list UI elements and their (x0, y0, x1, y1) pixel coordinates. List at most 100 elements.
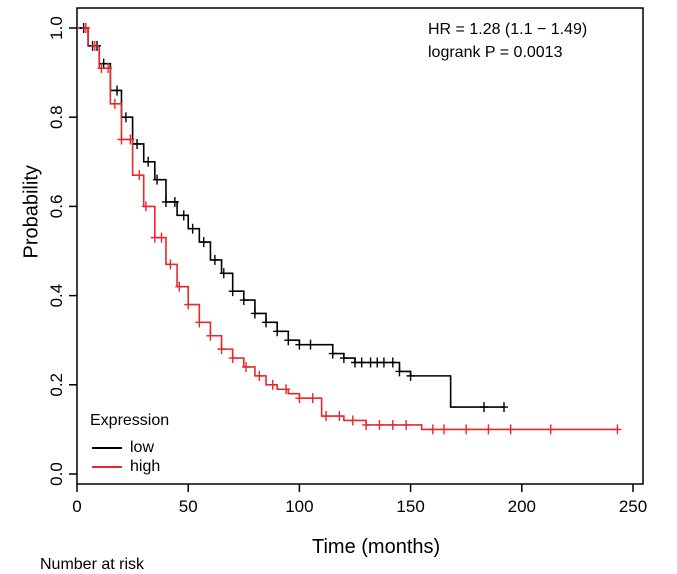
censor-mark-low (219, 268, 228, 279)
x-tick-label: 200 (508, 497, 536, 516)
censor-mark-low (306, 339, 315, 350)
censor-mark-high (175, 281, 184, 292)
censor-mark-high (184, 299, 193, 310)
censor-mark-low (121, 112, 130, 123)
y-tick-label: 1.0 (47, 16, 66, 40)
censor-mark-low (500, 402, 509, 413)
censor-mark-high (402, 419, 411, 430)
censor-mark-high (375, 419, 384, 430)
censor-mark-low (273, 326, 282, 337)
y-tick-label: 0.0 (47, 462, 66, 486)
censor-mark-low (113, 85, 122, 96)
censor-mark-high (462, 424, 471, 435)
censor-mark-low (170, 196, 179, 207)
censor-mark-low (395, 366, 404, 377)
censor-mark-high (308, 393, 317, 404)
censor-mark-high (484, 424, 493, 435)
censor-mark-low (373, 357, 382, 368)
censor-mark-low (339, 353, 348, 364)
series-lines (77, 27, 618, 431)
censor-mark-low (199, 237, 208, 248)
censor-mark-low (153, 174, 162, 185)
censor-marks (79, 23, 622, 435)
censor-mark-high (166, 259, 175, 270)
censor-mark-high (141, 201, 150, 212)
y-tick-label: 0.2 (47, 373, 66, 397)
censor-mark-low (357, 357, 366, 368)
censor-mark-low (388, 357, 397, 368)
x-tick-label: 150 (396, 497, 424, 516)
number-at-risk-label: Number at risk (40, 556, 145, 573)
censor-mark-high (506, 424, 515, 435)
censor-mark-high (322, 411, 331, 422)
censor-mark-low (406, 370, 415, 381)
censor-mark-high (335, 411, 344, 422)
censor-mark-high (206, 330, 215, 341)
censor-mark-high (388, 419, 397, 430)
censor-mark-low (228, 286, 237, 297)
censor-mark-low (250, 308, 259, 319)
censor-mark-low (366, 357, 375, 368)
y-tick-label: 0.8 (47, 105, 66, 129)
x-tick-label: 0 (72, 497, 81, 516)
axes-ticks: 0 50 100 150 200 250 0.0 0.2 0.4 0.6 0.8 1.0 (47, 16, 647, 516)
x-tick-label: 250 (619, 497, 647, 516)
censor-mark-high (428, 424, 437, 435)
censor-mark-high (546, 424, 555, 435)
censor-mark-low (351, 357, 359, 368)
censor-mark-high (228, 353, 237, 364)
censor-mark-low (295, 339, 304, 350)
y-axis-label: Probability (20, 165, 43, 259)
censor-mark-high (126, 134, 135, 145)
censor-mark-low (379, 357, 388, 368)
censor-mark-high (110, 98, 119, 109)
censor-mark-high (81, 23, 90, 33)
plot-frame (76, 7, 644, 485)
censor-mark-low (188, 223, 197, 234)
censor-mark-high (268, 379, 277, 390)
x-axis-label: Time (months) (312, 536, 441, 558)
legend-swatch-high (92, 466, 122, 468)
legend-title: Expression (90, 412, 170, 429)
censor-mark-low (179, 210, 188, 221)
censor-mark-low (284, 335, 293, 346)
censor-mark-low (239, 295, 248, 306)
censor-mark-high (255, 370, 264, 381)
censor-mark-high (282, 384, 291, 395)
x-tick-label: 100 (285, 497, 313, 516)
censor-mark-low (479, 402, 488, 413)
censor-mark-high (348, 415, 357, 426)
censor-mark-low (161, 196, 170, 207)
censor-mark-high (242, 361, 251, 372)
censor-mark-high (362, 419, 371, 430)
censor-mark-high (157, 232, 166, 243)
censor-mark-high (150, 232, 159, 243)
censor-mark-high (117, 134, 126, 145)
legend-label-high: high (130, 458, 161, 475)
legend-swatch-low (92, 447, 122, 449)
censor-mark-high (104, 63, 113, 74)
y-tick-label: 0.6 (47, 195, 66, 219)
legend-item-low: low (92, 439, 154, 457)
series-line-high (77, 27, 618, 431)
logrank-annotation: logrank P = 0.0013 (428, 44, 563, 61)
censor-mark-high (439, 424, 448, 435)
x-tick-label: 50 (179, 497, 198, 516)
censor-mark-high (135, 170, 144, 181)
censor-mark-high (295, 393, 304, 404)
censor-mark-low (328, 348, 337, 359)
y-tick-label: 0.4 (47, 284, 66, 308)
legend-item-high: high (92, 458, 160, 476)
hr-annotation: HR = 1.28 (1.1 − 1.49) (428, 21, 588, 38)
censor-mark-low (144, 156, 153, 167)
series-line-low (77, 27, 505, 408)
censor-mark-high (613, 424, 622, 435)
censor-mark-high (195, 317, 204, 328)
censor-mark-low (262, 317, 271, 328)
censor-mark-low (133, 138, 142, 149)
censor-mark-high (97, 63, 106, 74)
legend-label-low: low (130, 439, 155, 456)
censor-mark-high (90, 40, 99, 51)
censor-mark-low (210, 254, 219, 265)
